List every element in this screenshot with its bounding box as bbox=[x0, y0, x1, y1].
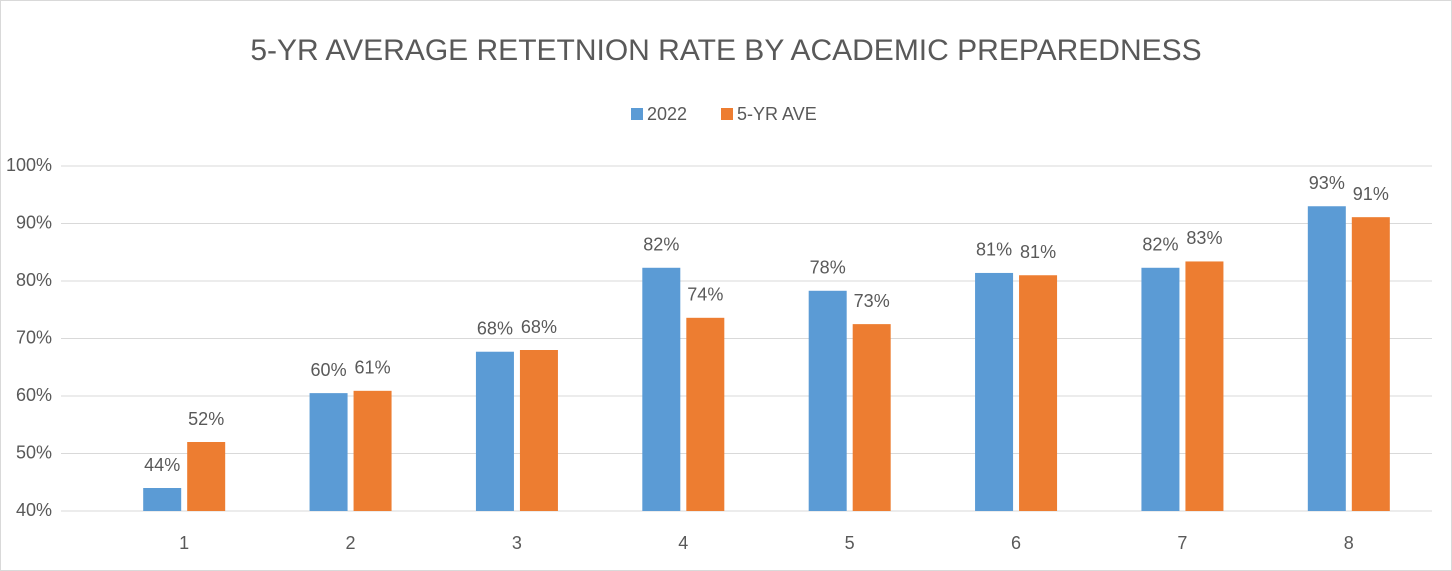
y-tick-label: 90% bbox=[16, 212, 52, 232]
bar bbox=[1019, 275, 1058, 511]
data-label: 73% bbox=[854, 291, 890, 311]
data-label: 74% bbox=[687, 285, 723, 305]
data-label: 68% bbox=[521, 317, 557, 337]
bar bbox=[143, 488, 182, 511]
bar bbox=[642, 267, 681, 511]
chart-title: 5-YR AVERAGE RETETNION RATE BY ACADEMIC … bbox=[250, 34, 1201, 67]
x-tick-label: 4 bbox=[678, 533, 688, 553]
bar bbox=[975, 272, 1014, 511]
data-label: 61% bbox=[355, 358, 391, 378]
data-label: 91% bbox=[1353, 184, 1389, 204]
data-label: 83% bbox=[1186, 228, 1222, 248]
x-tick-label: 5 bbox=[845, 533, 855, 553]
legend-label: 5-YR AVE bbox=[737, 104, 817, 124]
data-label: 93% bbox=[1309, 173, 1345, 193]
bar bbox=[1307, 206, 1346, 511]
x-tick-label: 3 bbox=[512, 533, 522, 553]
bar bbox=[519, 350, 558, 511]
bar bbox=[1141, 267, 1180, 511]
data-label: 60% bbox=[311, 360, 347, 380]
bar bbox=[808, 290, 847, 511]
x-tick-label: 1 bbox=[179, 533, 189, 553]
data-label: 81% bbox=[976, 240, 1012, 260]
y-tick-label: 40% bbox=[16, 500, 52, 520]
y-tick-label: 100% bbox=[6, 155, 52, 175]
x-tick-label: 2 bbox=[346, 533, 356, 553]
y-tick-label: 70% bbox=[16, 327, 52, 347]
x-tick-label: 8 bbox=[1344, 533, 1354, 553]
y-tick-label: 60% bbox=[16, 385, 52, 405]
y-tick-label: 80% bbox=[16, 270, 52, 290]
x-tick-label: 6 bbox=[1011, 533, 1021, 553]
data-label: 52% bbox=[188, 409, 224, 429]
data-label: 44% bbox=[144, 455, 180, 475]
bar bbox=[353, 390, 392, 511]
data-label: 78% bbox=[810, 258, 846, 278]
legend-swatch bbox=[631, 108, 643, 120]
bar bbox=[475, 351, 514, 511]
bar bbox=[1185, 261, 1224, 511]
bar bbox=[686, 317, 725, 511]
bar bbox=[1351, 217, 1390, 512]
data-label: 81% bbox=[1020, 242, 1056, 262]
bar bbox=[309, 393, 348, 511]
bar bbox=[187, 442, 226, 511]
data-label: 82% bbox=[1142, 235, 1178, 255]
data-label: 68% bbox=[477, 318, 513, 338]
legend-label: 2022 bbox=[647, 104, 687, 124]
x-tick-label: 7 bbox=[1177, 533, 1187, 553]
data-label: 82% bbox=[643, 235, 679, 255]
y-tick-label: 50% bbox=[16, 442, 52, 462]
bar bbox=[852, 324, 891, 511]
legend-swatch bbox=[721, 108, 733, 120]
